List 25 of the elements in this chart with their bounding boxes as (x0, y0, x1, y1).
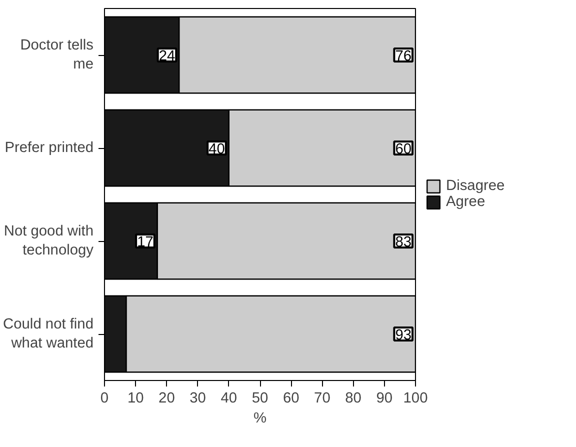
x-tick-label: 0 (100, 390, 109, 406)
data-label: 17 (137, 234, 154, 250)
x-tick-label: 70 (314, 390, 330, 406)
legend-label: Disagree (446, 178, 505, 194)
x-tick-label: 80 (345, 390, 362, 406)
legend-label: Agree (446, 194, 486, 210)
x-tick-label: 30 (190, 390, 206, 406)
y-tick-label: Not good with technology (4, 223, 94, 259)
x-tick-label: 100 (403, 390, 428, 406)
data-label: 40 (208, 142, 225, 158)
data-label: 76 (395, 48, 412, 64)
x-tick-label: 50 (252, 390, 268, 406)
y-tick-label: Doctor tells me (20, 37, 94, 73)
data-label: 24 (158, 48, 176, 64)
data-label: 93 (395, 328, 412, 344)
x-tick-label: 60 (282, 390, 300, 406)
x-tick-label: 40 (220, 390, 238, 406)
data-label: 83 (395, 234, 412, 250)
x-tick-label: 20 (158, 390, 175, 406)
x-tick-label: 10 (127, 390, 144, 406)
x-axis-title: % (253, 410, 267, 426)
y-tick-label: Could not find what wanted (3, 316, 94, 352)
x-tick-label: 90 (376, 390, 393, 406)
data-label: 60 (395, 142, 412, 158)
y-tick-label: Prefer printed (4, 140, 94, 156)
